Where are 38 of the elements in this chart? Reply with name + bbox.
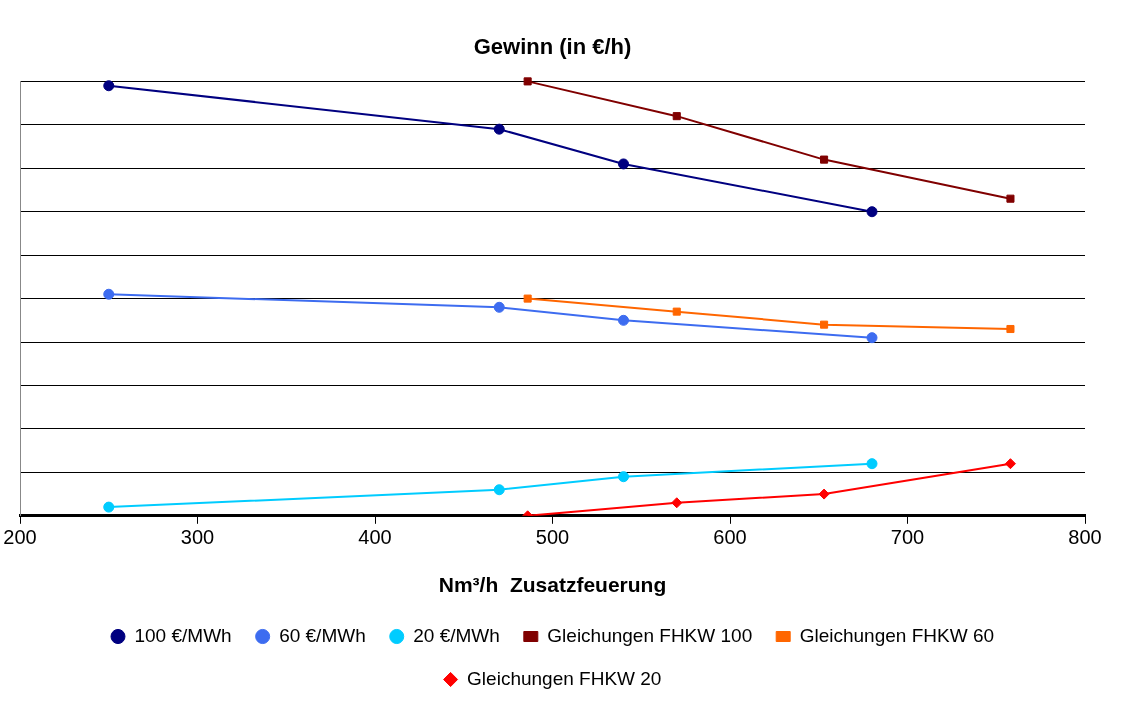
point [103,80,115,92]
point [618,158,629,170]
point [866,206,878,218]
point [523,294,532,303]
x-tick-label: 400 [358,526,392,549]
chart-title: Gewinn (in €/h) [473,34,632,60]
x-tick-label: 500 [535,526,570,549]
x-tick-label: 600 [713,526,747,549]
legend-label: 100 €/MWh [134,624,232,646]
point [618,471,629,483]
legend-label: 20 €/MWh [413,624,500,646]
point [103,288,115,300]
point [820,155,829,164]
point [1006,324,1015,334]
point [866,458,878,470]
point [671,497,683,509]
x-tick-label: 300 [180,526,215,549]
point [493,123,505,135]
x-tick-label: 700 [890,526,925,549]
point [1004,458,1016,470]
legend-label: 60 €/MWh [279,624,366,646]
point [493,484,505,496]
point [672,307,681,316]
point [618,314,629,326]
point [523,77,532,86]
point [493,301,505,313]
point [818,488,830,500]
legend-label: Gleichungen FHKW 20 [467,667,662,689]
legend-label: Gleichungen FHKW 100 [547,624,753,646]
x-axis-title: Nm³/h Zusatzfeuerung [438,573,667,597]
legend-label: Gleichungen FHKW 60 [799,624,995,646]
point [866,332,878,344]
point [820,320,829,329]
point [672,112,681,121]
x-tick-label: 200 [3,526,37,549]
point [1006,194,1015,203]
point [103,501,115,513]
x-tick-label: 800 [1068,526,1102,549]
